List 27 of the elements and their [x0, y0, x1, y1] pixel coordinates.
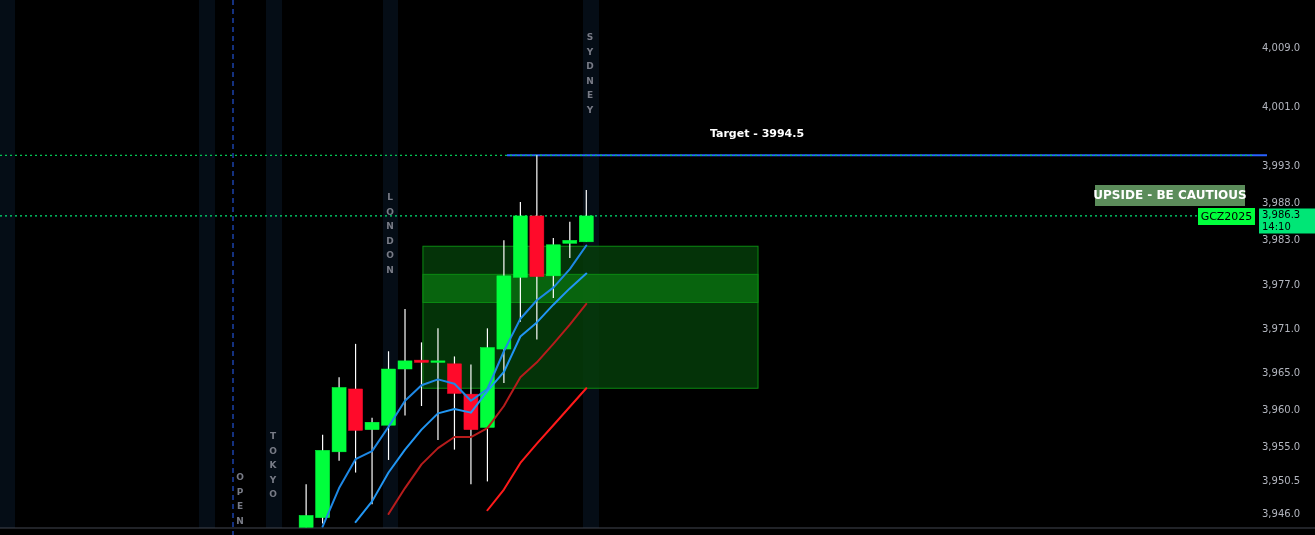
y-tick-label: 3,993.0	[1262, 160, 1301, 172]
candlestick	[430, 327, 446, 441]
annotation: SYDNEY	[585, 32, 594, 115]
y-tick-label: 3,965.0	[1262, 367, 1301, 379]
line-series	[387, 302, 588, 515]
line-series	[354, 272, 588, 524]
y-tick-label: 3,983.0	[1262, 234, 1301, 246]
y-tick-label: 3,960.0	[1262, 404, 1301, 416]
y-tick-label: 3,971.0	[1262, 323, 1301, 335]
annotation: OPEN	[236, 472, 245, 526]
y-tick-label: 3,988.0	[1262, 197, 1301, 209]
y-tick-label: 4,001.0	[1262, 101, 1301, 113]
annotation: GCZ2025	[1200, 209, 1253, 223]
y-tick-label: 3,946.0	[1262, 507, 1301, 519]
y-tick-label: 3,950.5	[1262, 474, 1301, 486]
candlestick	[414, 341, 429, 407]
ref-line-label: Target - 3994.5	[709, 127, 805, 141]
y-tick-label: 4,009.0	[1262, 42, 1301, 54]
candlestick	[562, 221, 578, 259]
y-tick-label: 3,977.0	[1262, 278, 1301, 290]
line-series	[321, 244, 588, 528]
line-series	[486, 387, 588, 512]
ref-line-label: 3,986.3	[1262, 209, 1301, 220]
text: 14:10	[1262, 221, 1291, 232]
annotation: TOKYO	[268, 431, 278, 499]
y-tick-label: 3,955.0	[1262, 441, 1301, 453]
annotation: LONDON	[386, 192, 395, 275]
